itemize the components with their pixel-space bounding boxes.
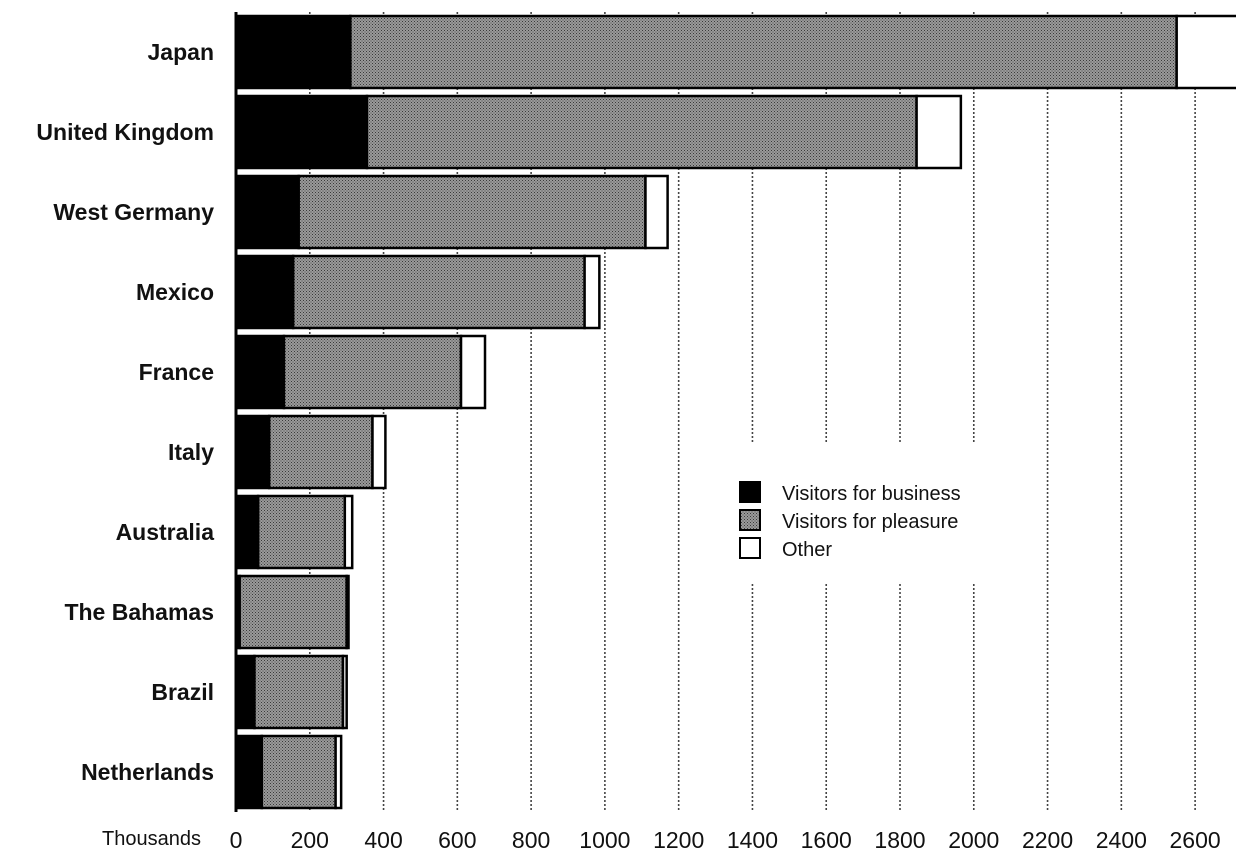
- x-axis-unit-label: Thousands: [102, 828, 201, 850]
- legend-label-visitors-for-business: Visitors for business: [782, 483, 961, 505]
- bar-the-bahamas-visitors-for-pleasure: [238, 574, 348, 650]
- bar-united-kingdom-visitors-for-business: [234, 94, 369, 170]
- bar-mexico-visitors-for-business: [234, 254, 295, 330]
- legend-background: [726, 442, 1016, 582]
- bar-japan-visitors-for-pleasure: [349, 14, 1178, 90]
- x-tick-label-0: 0: [230, 827, 243, 853]
- bar-mexico-visitors-for-pleasure: [291, 254, 586, 330]
- bar-west-germany-other: [644, 174, 669, 250]
- x-tick-label-2000: 2000: [948, 827, 999, 853]
- bar-netherlands-visitors-for-business: [234, 734, 264, 810]
- x-tick-label-600: 600: [438, 827, 476, 853]
- category-label-netherlands: Netherlands: [81, 759, 214, 785]
- x-tick-label-2600: 2600: [1170, 827, 1221, 853]
- bar-mexico-other: [583, 254, 601, 330]
- category-label-mexico: Mexico: [136, 279, 214, 305]
- legend-swatch-visitors-for-pleasure: [739, 509, 761, 531]
- bar-brazil-visitors-for-pleasure: [253, 654, 345, 730]
- bar-the-bahamas-other: [345, 574, 350, 650]
- category-label-brazil: Brazil: [151, 679, 214, 705]
- bars: [234, 14, 1236, 810]
- category-label-west-germany: West Germany: [53, 199, 214, 225]
- x-tick-label-400: 400: [364, 827, 402, 853]
- bar-united-kingdom-other: [915, 94, 963, 170]
- x-tick-label-1400: 1400: [727, 827, 778, 853]
- bar-brazil-other: [341, 654, 348, 730]
- x-tick-label-800: 800: [512, 827, 550, 853]
- category-label-japan: Japan: [148, 39, 214, 65]
- bar-italy-visitors-for-pleasure: [267, 414, 374, 490]
- bar-united-kingdom-visitors-for-pleasure: [365, 94, 918, 170]
- x-tick-label-2200: 2200: [1022, 827, 1073, 853]
- category-label-france: France: [139, 359, 214, 385]
- legend-label-visitors-for-pleasure: Visitors for pleasure: [782, 511, 958, 533]
- category-label-italy: Italy: [168, 439, 214, 465]
- x-tick-label-200: 200: [291, 827, 329, 853]
- x-tick-label-1000: 1000: [579, 827, 630, 853]
- x-tick-label-1600: 1600: [801, 827, 852, 853]
- legend-label-other: Other: [782, 539, 832, 561]
- bar-france-visitors-for-pleasure: [282, 334, 463, 410]
- x-tick-label-2400: 2400: [1096, 827, 1147, 853]
- category-label-united-kingdom: United Kingdom: [36, 119, 214, 145]
- legend-swatch-visitors-for-business: [739, 481, 761, 503]
- category-labels: Japan United Kingdom West Germany Mexico Fra…: [36, 39, 214, 785]
- bar-netherlands-visitors-for-pleasure: [260, 734, 337, 810]
- bar-france-visitors-for-business: [234, 334, 286, 410]
- bar-japan-other: [1175, 14, 1236, 90]
- bar-brazil-visitors-for-business: [234, 654, 256, 730]
- legend: Visitors for business Visitors for pleasu…: [726, 442, 1016, 582]
- x-tick-label-1800: 1800: [874, 827, 925, 853]
- bar-west-germany-visitors-for-pleasure: [297, 174, 647, 250]
- category-label-the-bahamas: The Bahamas: [64, 599, 214, 625]
- bar-australia-visitors-for-pleasure: [256, 494, 347, 570]
- bar-japan-visitors-for-business: [234, 14, 352, 90]
- bar-australia-other: [343, 494, 354, 570]
- bar-australia-visitors-for-business: [234, 494, 260, 570]
- bar-france-other: [459, 334, 487, 410]
- legend-swatch-other: [739, 537, 761, 559]
- x-tick-label-1200: 1200: [653, 827, 704, 853]
- category-label-australia: Australia: [116, 519, 215, 545]
- x-axis-ticks: 0 200 400 600 800 1000 1200 1400 1600 1800 2000 220…: [230, 827, 1221, 853]
- bar-italy-other: [371, 414, 387, 490]
- bar-netherlands-other: [334, 734, 343, 810]
- bar-italy-visitors-for-business: [234, 414, 271, 490]
- bar-west-germany-visitors-for-business: [234, 174, 300, 250]
